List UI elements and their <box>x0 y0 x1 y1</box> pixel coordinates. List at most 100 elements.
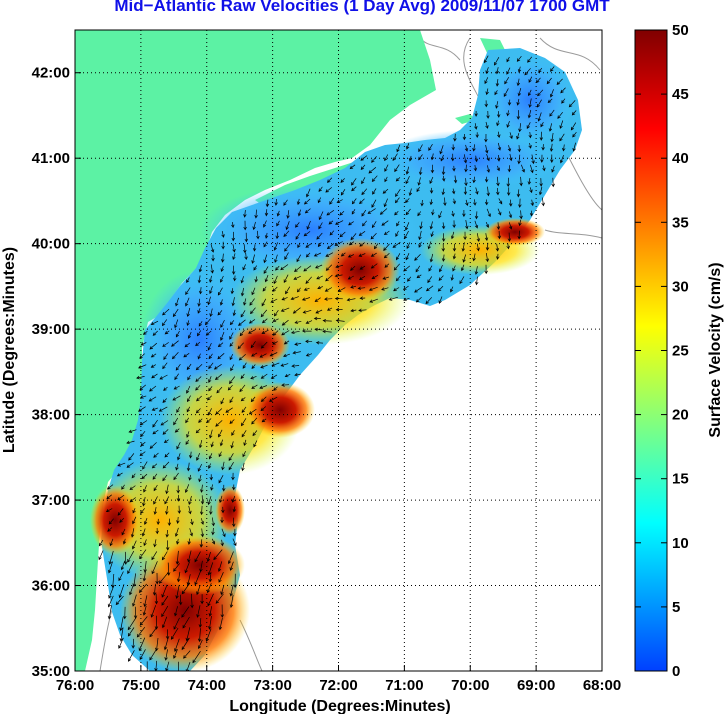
velocity-arrow <box>429 176 434 184</box>
velocity-arrow <box>350 233 357 241</box>
velocity-arrow <box>214 374 223 380</box>
velocity-arrow <box>516 189 521 198</box>
velocity-arrow <box>237 342 244 350</box>
velocity-arrow <box>151 373 158 379</box>
velocity-arrow <box>517 66 522 73</box>
velocity-arrow <box>241 462 245 472</box>
velocity-arrow <box>173 417 179 426</box>
velocity-arrow <box>198 265 203 273</box>
velocity-arrow <box>559 154 564 164</box>
velocity-arrow <box>559 133 565 142</box>
velocity-arrow <box>164 330 170 335</box>
velocity-arrow <box>187 538 191 545</box>
velocity-arrow <box>229 332 234 340</box>
velocity-arrow <box>142 496 146 507</box>
velocity-arrow <box>551 165 555 173</box>
velocity-arrow <box>539 178 543 187</box>
velocity-arrow <box>175 550 180 565</box>
velocity-arrow <box>211 538 216 545</box>
velocity-arrow <box>242 362 247 369</box>
velocity-arrow <box>305 353 313 357</box>
velocity-arrow <box>313 316 321 321</box>
velocity-arrow <box>484 199 489 206</box>
velocity-arrow <box>437 285 444 292</box>
velocity-arrow <box>220 539 224 547</box>
velocity-arrow <box>142 605 147 616</box>
velocity-arrow <box>197 298 201 307</box>
velocity-arrow <box>441 222 446 230</box>
velocity-arrow <box>497 208 502 216</box>
velocity-arrow <box>269 352 278 357</box>
velocity-arrow <box>207 296 211 306</box>
velocity-arrow <box>239 329 245 337</box>
velocity-arrow <box>484 176 489 183</box>
velocity-arrow <box>559 120 564 129</box>
velocity-arrow <box>395 230 399 237</box>
velocity-arrow <box>171 340 179 347</box>
velocity-arrow <box>149 342 158 350</box>
velocity-arrow <box>152 429 159 435</box>
velocity-arrow <box>474 123 478 130</box>
velocity-arrow <box>149 649 157 661</box>
velocity-arrow <box>143 595 148 608</box>
velocity-arrow <box>220 397 225 405</box>
velocity-arrow <box>358 253 366 257</box>
velocity-arrow <box>497 154 501 162</box>
velocity-arrow <box>152 473 158 480</box>
velocity-arrow <box>153 539 157 548</box>
velocity-arrow <box>207 342 212 351</box>
velocity-arrow <box>561 144 566 152</box>
velocity-arrow <box>241 418 247 427</box>
velocity-arrow <box>516 132 520 140</box>
velocity-arrow <box>359 198 365 205</box>
velocity-arrow <box>404 222 410 231</box>
velocity-arrow <box>154 637 159 652</box>
velocity-arrow <box>127 561 135 575</box>
velocity-arrow <box>231 231 236 242</box>
velocity-arrow <box>253 265 257 271</box>
velocity-arrow <box>190 593 194 609</box>
colorbar-tick-label: 35 <box>672 214 689 231</box>
velocity-arrow <box>174 606 178 617</box>
velocity-arrow <box>250 307 256 315</box>
velocity-arrow <box>272 330 279 336</box>
velocity-arrow <box>275 265 280 271</box>
velocity-arrow <box>187 375 191 381</box>
velocity-arrow <box>283 274 289 284</box>
velocity-arrow <box>407 276 412 282</box>
velocity-arrow <box>464 144 469 152</box>
velocity-arrow <box>274 254 278 263</box>
velocity-arrow <box>334 241 343 246</box>
lat-tick-label: 35:00 <box>32 663 70 680</box>
velocity-arrow <box>537 112 542 122</box>
velocity-arrow <box>165 661 170 671</box>
velocity-arrow <box>265 199 270 208</box>
velocity-arrow <box>285 221 290 231</box>
velocity-arrow <box>506 110 510 117</box>
velocity-arrow <box>142 571 147 582</box>
velocity-arrow <box>199 560 203 573</box>
velocity-arrow <box>420 199 424 207</box>
velocity-arrow <box>163 386 168 391</box>
velocity-arrow <box>174 527 179 537</box>
velocity-arrow <box>451 144 455 151</box>
velocity-arrow <box>459 276 465 285</box>
velocity-arrow <box>519 176 523 187</box>
velocity-arrow <box>463 186 468 196</box>
velocity-arrow <box>425 297 433 305</box>
velocity-arrow <box>548 123 553 132</box>
velocity-arrow <box>208 376 212 383</box>
velocity-arrow <box>359 275 366 280</box>
velocity-arrow <box>475 187 479 195</box>
velocity-arrow <box>285 286 291 295</box>
velocity-arrow <box>207 408 212 416</box>
velocity-arrow <box>158 572 169 584</box>
velocity-arrow <box>280 363 289 367</box>
velocity-arrow <box>184 342 191 348</box>
velocity-arrow <box>346 298 356 302</box>
velocity-arrow <box>541 197 545 207</box>
velocity-arrow <box>165 506 169 515</box>
velocity-arrow <box>186 363 192 371</box>
velocity-arrow <box>240 310 246 318</box>
velocity-arrow <box>107 527 113 532</box>
